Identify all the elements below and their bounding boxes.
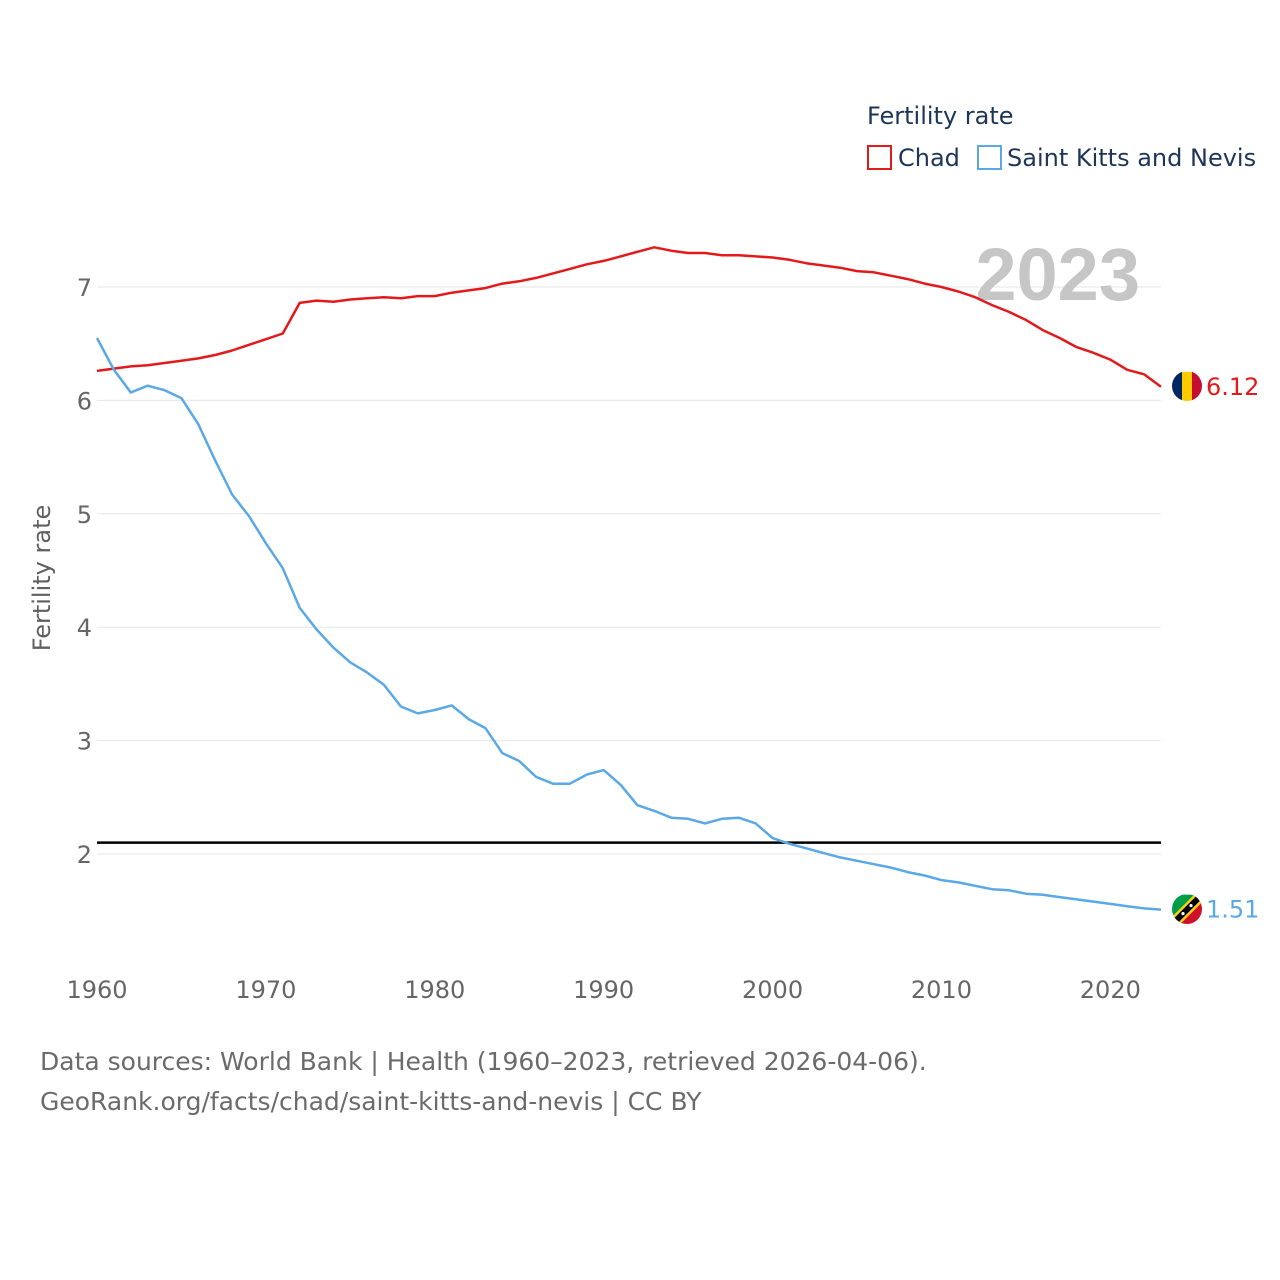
y-tick-label-4: 4: [77, 614, 92, 642]
legend-item-chad[interactable]: Chad: [867, 144, 960, 172]
x-tick-label-2000: 2000: [742, 976, 803, 1004]
series-end-labels: 6.12 1.51: [1172, 371, 1259, 924]
credit-link[interactable]: GeoRank.org/facts/chad/saint-kitts-and-n…: [40, 1087, 702, 1116]
series-lines: [95, 246, 1162, 911]
gridlines: [97, 286, 1161, 855]
saint-kitts-and-nevis-flag-icon: [1172, 894, 1202, 924]
y-axis-label: Fertility rate: [28, 505, 56, 652]
x-tick-label-1980: 1980: [404, 976, 465, 1004]
data-source-note: Data sources: World Bank | Health (1960–…: [40, 1047, 927, 1076]
x-tick-label-1970: 1970: [235, 976, 296, 1004]
end-value-label-chad: 6.12: [1206, 373, 1259, 401]
x-tick-label-2020: 2020: [1080, 976, 1141, 1004]
legend: Fertility rate Chad Saint Kitts and Nevi…: [867, 102, 1256, 172]
series-line-chad[interactable]: [96, 246, 1162, 388]
legend-label-saint-kitts-and-nevis: Saint Kitts and Nevis: [1007, 144, 1256, 172]
legend-title: Fertility rate: [867, 102, 1014, 130]
chad-flag-icon: [1172, 371, 1202, 401]
x-tick-label-1990: 1990: [573, 976, 634, 1004]
x-tick-label-1960: 1960: [66, 976, 127, 1004]
chart-footer: Data sources: World Bank | Health (1960–…: [40, 1042, 927, 1122]
y-tick-label-5: 5: [77, 501, 92, 529]
x-tick-label-2010: 2010: [911, 976, 972, 1004]
legend-item-saint-kitts-and-nevis[interactable]: Saint Kitts and Nevis: [977, 144, 1256, 172]
y-axis-ticks: 2 3 4 5 6 7: [77, 274, 92, 869]
y-tick-label-2: 2: [77, 841, 92, 869]
x-axis-ticks: 1960 1970 1980 1990 2000 2010 2020: [66, 976, 1140, 1004]
legend-swatch-saint-kitts-and-nevis: [977, 145, 1002, 170]
y-tick-label-3: 3: [77, 728, 92, 756]
y-tick-label-7: 7: [77, 274, 92, 302]
end-value-label-saint-kitts-and-nevis: 1.51: [1206, 896, 1259, 924]
legend-label-chad: Chad: [898, 144, 960, 172]
year-watermark: 2023: [975, 233, 1140, 316]
y-tick-label-6: 6: [77, 387, 92, 415]
legend-swatch-chad: [867, 145, 892, 170]
series-line-saint-kitts-and-nevis[interactable]: [95, 337, 1162, 911]
